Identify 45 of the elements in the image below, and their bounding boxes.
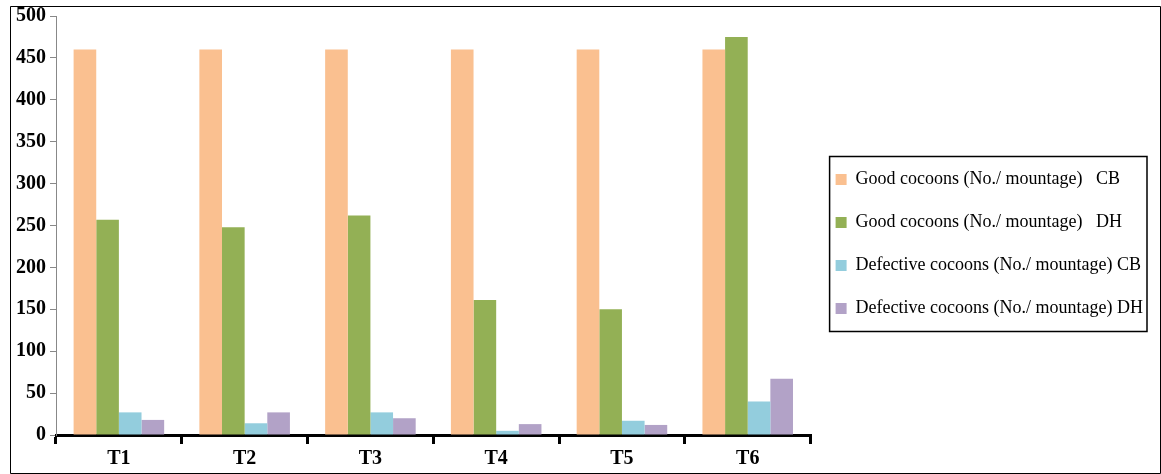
- bar: [747, 401, 771, 435]
- legend-label: Defective cocoons (No./ mountage) DH: [855, 297, 1143, 319]
- bar: [73, 49, 97, 435]
- bar: [118, 412, 142, 435]
- bar: [244, 423, 268, 435]
- bar: [473, 300, 497, 435]
- bar: [393, 418, 416, 435]
- bar: [725, 36, 748, 435]
- y-tick-label: 250: [16, 212, 46, 235]
- bar: [370, 412, 394, 435]
- bar: [96, 219, 119, 435]
- y-tick-label: 200: [16, 254, 46, 277]
- bar: [644, 424, 668, 435]
- y-tick-label: 500: [16, 3, 46, 26]
- x-tick-label: T4: [484, 446, 508, 469]
- bar: [325, 49, 348, 435]
- bar: [702, 49, 726, 435]
- legend-label: Good cocoons (No./ mountage) DH: [855, 211, 1123, 233]
- x-tick-label: T2: [232, 446, 257, 469]
- bar: [267, 412, 290, 435]
- x-tick-label: T3: [358, 446, 383, 469]
- bar: [141, 419, 165, 435]
- bar: [450, 49, 474, 435]
- bar: [599, 309, 622, 435]
- legend-label: Defective cocoons (No./ mountage) CB: [855, 254, 1142, 276]
- y-tick-label: 400: [16, 86, 46, 109]
- y-tick-label: 50: [26, 380, 46, 403]
- y-tick-label: 0: [36, 422, 46, 445]
- y-tick-label: 450: [16, 45, 46, 68]
- bar: [199, 49, 223, 435]
- bar: [347, 215, 371, 435]
- y-tick-label: 300: [16, 170, 46, 193]
- x-tick-label: T6: [736, 446, 760, 469]
- y-tick-label: 150: [16, 296, 46, 319]
- y-tick-label: 100: [16, 338, 46, 361]
- legend-label: Good cocoons (No./ mountage) CB: [855, 168, 1121, 190]
- bar: [576, 49, 600, 435]
- bar: [621, 420, 645, 435]
- bar: [496, 430, 519, 435]
- x-tick-label: T5: [610, 446, 634, 469]
- bar: [222, 227, 245, 435]
- y-tick-label: 350: [16, 128, 46, 151]
- bar: [770, 378, 793, 435]
- x-tick-label: T1: [107, 446, 131, 469]
- bar: [518, 424, 542, 435]
